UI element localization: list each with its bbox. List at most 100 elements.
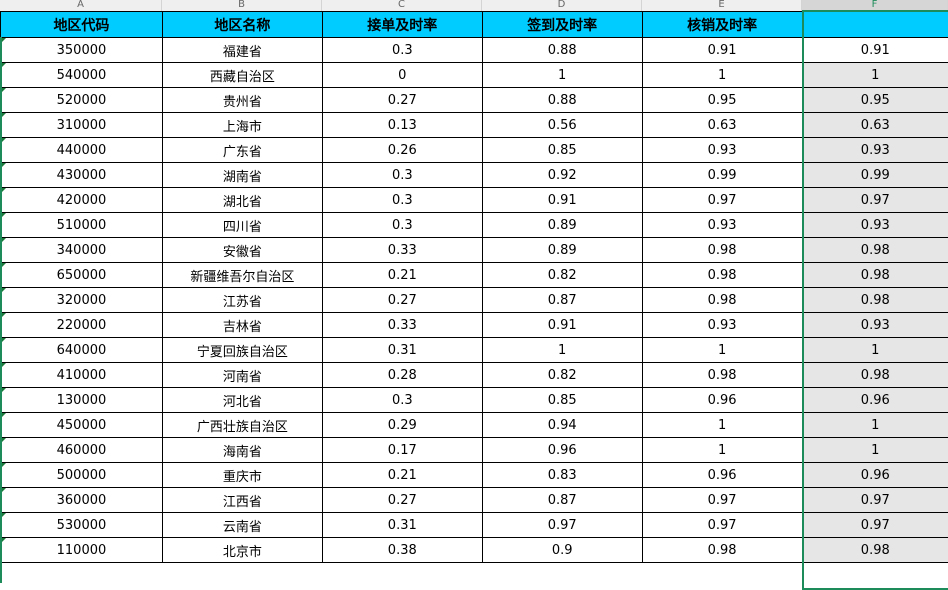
cell[interactable]: 0.88 <box>482 38 642 63</box>
cell[interactable]: 510000 <box>1 213 163 238</box>
cell[interactable]: 530000 <box>1 513 163 538</box>
cell[interactable]: 0.3 <box>322 163 482 188</box>
cell[interactable]: 1 <box>802 413 948 438</box>
cell[interactable]: 0.96 <box>642 388 802 413</box>
cell[interactable]: 0.95 <box>802 88 948 113</box>
header-cell[interactable]: 接单及时率 <box>322 12 482 38</box>
cell[interactable]: 0.82 <box>482 263 642 288</box>
cell[interactable]: 0.93 <box>802 313 948 338</box>
cell[interactable]: 河北省 <box>162 388 322 413</box>
cell[interactable]: 0.31 <box>322 513 482 538</box>
cell[interactable]: 湖北省 <box>162 188 322 213</box>
header-cell[interactable] <box>802 12 948 38</box>
cell[interactable]: 0.93 <box>642 138 802 163</box>
cell[interactable]: 四川省 <box>162 213 322 238</box>
cell[interactable]: 0.33 <box>322 238 482 263</box>
cell[interactable]: 420000 <box>1 188 163 213</box>
cell[interactable]: 0.87 <box>482 288 642 313</box>
cell[interactable]: 0.97 <box>802 488 948 513</box>
cell[interactable]: 0.3 <box>322 38 482 63</box>
cell[interactable]: 0.85 <box>482 138 642 163</box>
cell[interactable]: 贵州省 <box>162 88 322 113</box>
cell[interactable]: 0.93 <box>642 213 802 238</box>
cell[interactable]: 河南省 <box>162 363 322 388</box>
cell[interactable]: 0.56 <box>482 113 642 138</box>
cell[interactable]: 北京市 <box>162 538 322 563</box>
cell[interactable]: 640000 <box>1 338 163 363</box>
cell[interactable]: 460000 <box>1 438 163 463</box>
cell[interactable]: 0.17 <box>322 438 482 463</box>
cell[interactable]: 新疆维吾尔自治区 <box>162 263 322 288</box>
cell[interactable]: 410000 <box>1 363 163 388</box>
cell[interactable]: 0.93 <box>802 213 948 238</box>
cell[interactable]: 0.83 <box>482 463 642 488</box>
cell[interactable]: 0.97 <box>482 513 642 538</box>
column-header-a[interactable]: A <box>0 0 162 11</box>
cell[interactable]: 0.95 <box>642 88 802 113</box>
cell[interactable]: 0.98 <box>802 238 948 263</box>
cell[interactable]: 0.3 <box>322 188 482 213</box>
cell[interactable]: 0.27 <box>322 488 482 513</box>
cell[interactable]: 0.91 <box>482 313 642 338</box>
cell[interactable]: 1 <box>802 338 948 363</box>
cell[interactable]: 0.21 <box>322 463 482 488</box>
cell[interactable]: 安徽省 <box>162 238 322 263</box>
column-header-c[interactable]: C <box>322 0 482 11</box>
cell[interactable]: 0.88 <box>482 88 642 113</box>
cell[interactable]: 1 <box>802 438 948 463</box>
cell[interactable]: 1 <box>642 338 802 363</box>
cell[interactable]: 1 <box>482 338 642 363</box>
cell[interactable]: 520000 <box>1 88 163 113</box>
cell[interactable]: 0.87 <box>482 488 642 513</box>
header-cell[interactable]: 地区代码 <box>1 12 163 38</box>
cell[interactable]: 0.98 <box>642 538 802 563</box>
cell[interactable]: 1 <box>642 413 802 438</box>
cell[interactable]: 0 <box>322 63 482 88</box>
cell[interactable]: 320000 <box>1 288 163 313</box>
cell[interactable]: 0.91 <box>642 38 802 63</box>
cell[interactable]: 0.89 <box>482 238 642 263</box>
cell[interactable]: 0.38 <box>322 538 482 563</box>
cell[interactable]: 宁夏回族自治区 <box>162 338 322 363</box>
cell[interactable]: 450000 <box>1 413 163 438</box>
cell[interactable]: 500000 <box>1 463 163 488</box>
cell[interactable]: 440000 <box>1 138 163 163</box>
cell[interactable]: 0.85 <box>482 388 642 413</box>
column-header-b[interactable]: B <box>162 0 322 11</box>
cell[interactable]: 0.63 <box>802 113 948 138</box>
cell[interactable]: 0.96 <box>802 463 948 488</box>
cell[interactable]: 360000 <box>1 488 163 513</box>
cell[interactable]: 310000 <box>1 113 163 138</box>
cell[interactable]: 0.33 <box>322 313 482 338</box>
cell[interactable]: 0.63 <box>642 113 802 138</box>
cell[interactable]: 130000 <box>1 388 163 413</box>
cell[interactable]: 0.82 <box>482 363 642 388</box>
cell[interactable]: 西藏自治区 <box>162 63 322 88</box>
cell[interactable]: 湖南省 <box>162 163 322 188</box>
cell[interactable]: 220000 <box>1 313 163 338</box>
cell[interactable]: 0.98 <box>802 263 948 288</box>
cell[interactable]: 0.29 <box>322 413 482 438</box>
cell[interactable]: 0.28 <box>322 363 482 388</box>
cell[interactable]: 0.89 <box>482 213 642 238</box>
cell[interactable]: 340000 <box>1 238 163 263</box>
cell[interactable]: 江西省 <box>162 488 322 513</box>
cell[interactable]: 广东省 <box>162 138 322 163</box>
cell[interactable]: 0.99 <box>642 163 802 188</box>
column-header-f[interactable]: F <box>802 0 948 11</box>
cell[interactable]: 0.98 <box>802 288 948 313</box>
cell[interactable]: 1 <box>642 438 802 463</box>
cell[interactable]: 0.98 <box>642 363 802 388</box>
cell[interactable]: 0.97 <box>642 488 802 513</box>
cell[interactable]: 0.98 <box>802 538 948 563</box>
cell[interactable]: 0.96 <box>642 463 802 488</box>
cell[interactable]: 0.96 <box>482 438 642 463</box>
cell[interactable]: 0.93 <box>802 138 948 163</box>
cell[interactable]: 江苏省 <box>162 288 322 313</box>
cell[interactable]: 0.13 <box>322 113 482 138</box>
cell[interactable]: 0.26 <box>322 138 482 163</box>
cell[interactable]: 1 <box>482 63 642 88</box>
cell[interactable]: 0.31 <box>322 338 482 363</box>
cell[interactable]: 0.3 <box>322 388 482 413</box>
cell[interactable]: 0.91 <box>802 38 948 63</box>
